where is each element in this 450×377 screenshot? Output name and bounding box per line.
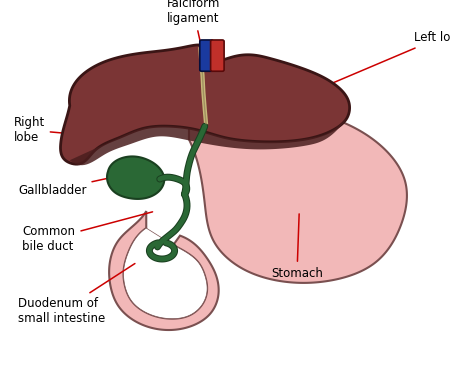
FancyBboxPatch shape xyxy=(211,40,224,71)
Text: Gallbladder: Gallbladder xyxy=(18,176,119,197)
Text: Duodenum of
small intestine: Duodenum of small intestine xyxy=(18,264,135,325)
Polygon shape xyxy=(107,156,164,199)
Polygon shape xyxy=(109,211,219,330)
Text: Stomach: Stomach xyxy=(271,214,323,280)
Polygon shape xyxy=(123,228,207,319)
Polygon shape xyxy=(189,105,407,283)
Text: Falciform
ligament: Falciform ligament xyxy=(167,0,220,60)
Text: Left lobe: Left lobe xyxy=(318,31,450,89)
Text: Right
lobe: Right lobe xyxy=(14,116,112,144)
Polygon shape xyxy=(60,45,350,164)
Text: Common
bile duct: Common bile duct xyxy=(22,212,153,253)
Polygon shape xyxy=(70,119,346,165)
FancyBboxPatch shape xyxy=(200,40,213,71)
